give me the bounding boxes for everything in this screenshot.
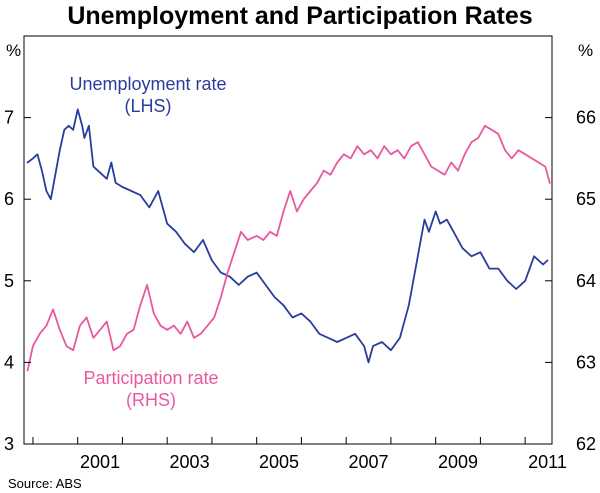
left-tick-label: 5	[4, 271, 14, 291]
axis-ticks: 3 4 5 6 7 62 63 64 65 66 2001 2003 2005 2007 2009 2011	[4, 108, 596, 472]
right-tick-label: 66	[576, 108, 596, 128]
right-tick-label: 64	[576, 271, 596, 291]
x-tick-label: 2005	[259, 452, 299, 472]
series-lines	[26, 108, 551, 372]
chart-title: Unemployment and Participation Rates	[67, 2, 532, 30]
left-tick-label: 4	[4, 352, 14, 372]
right-unit: %	[578, 41, 593, 60]
source-note: Source: ABS	[8, 476, 82, 491]
left-tick-label: 7	[4, 108, 14, 128]
x-tick-label: 2007	[349, 452, 389, 472]
unemployment-rate-line	[26, 108, 549, 364]
x-tick-label: 2011	[528, 452, 567, 472]
right-tick-label: 63	[576, 352, 596, 372]
participation-sub: (RHS)	[126, 390, 176, 410]
x-tick-label: 2001	[80, 452, 120, 472]
left-unit: %	[6, 41, 21, 60]
x-tick-label: 2009	[438, 452, 478, 472]
participation-rate-line	[26, 124, 551, 372]
unemployment-label: Unemployment rate	[69, 74, 226, 94]
left-tick-label: 6	[4, 189, 14, 209]
right-tick-label: 65	[576, 189, 596, 209]
x-tick-label: 2003	[170, 452, 210, 472]
plot-frame	[23, 35, 553, 445]
participation-label: Participation rate	[83, 368, 218, 388]
unemployment-sub: (LHS)	[124, 96, 171, 116]
right-tick-label: 62	[576, 434, 596, 454]
left-tick-label: 3	[4, 434, 14, 454]
